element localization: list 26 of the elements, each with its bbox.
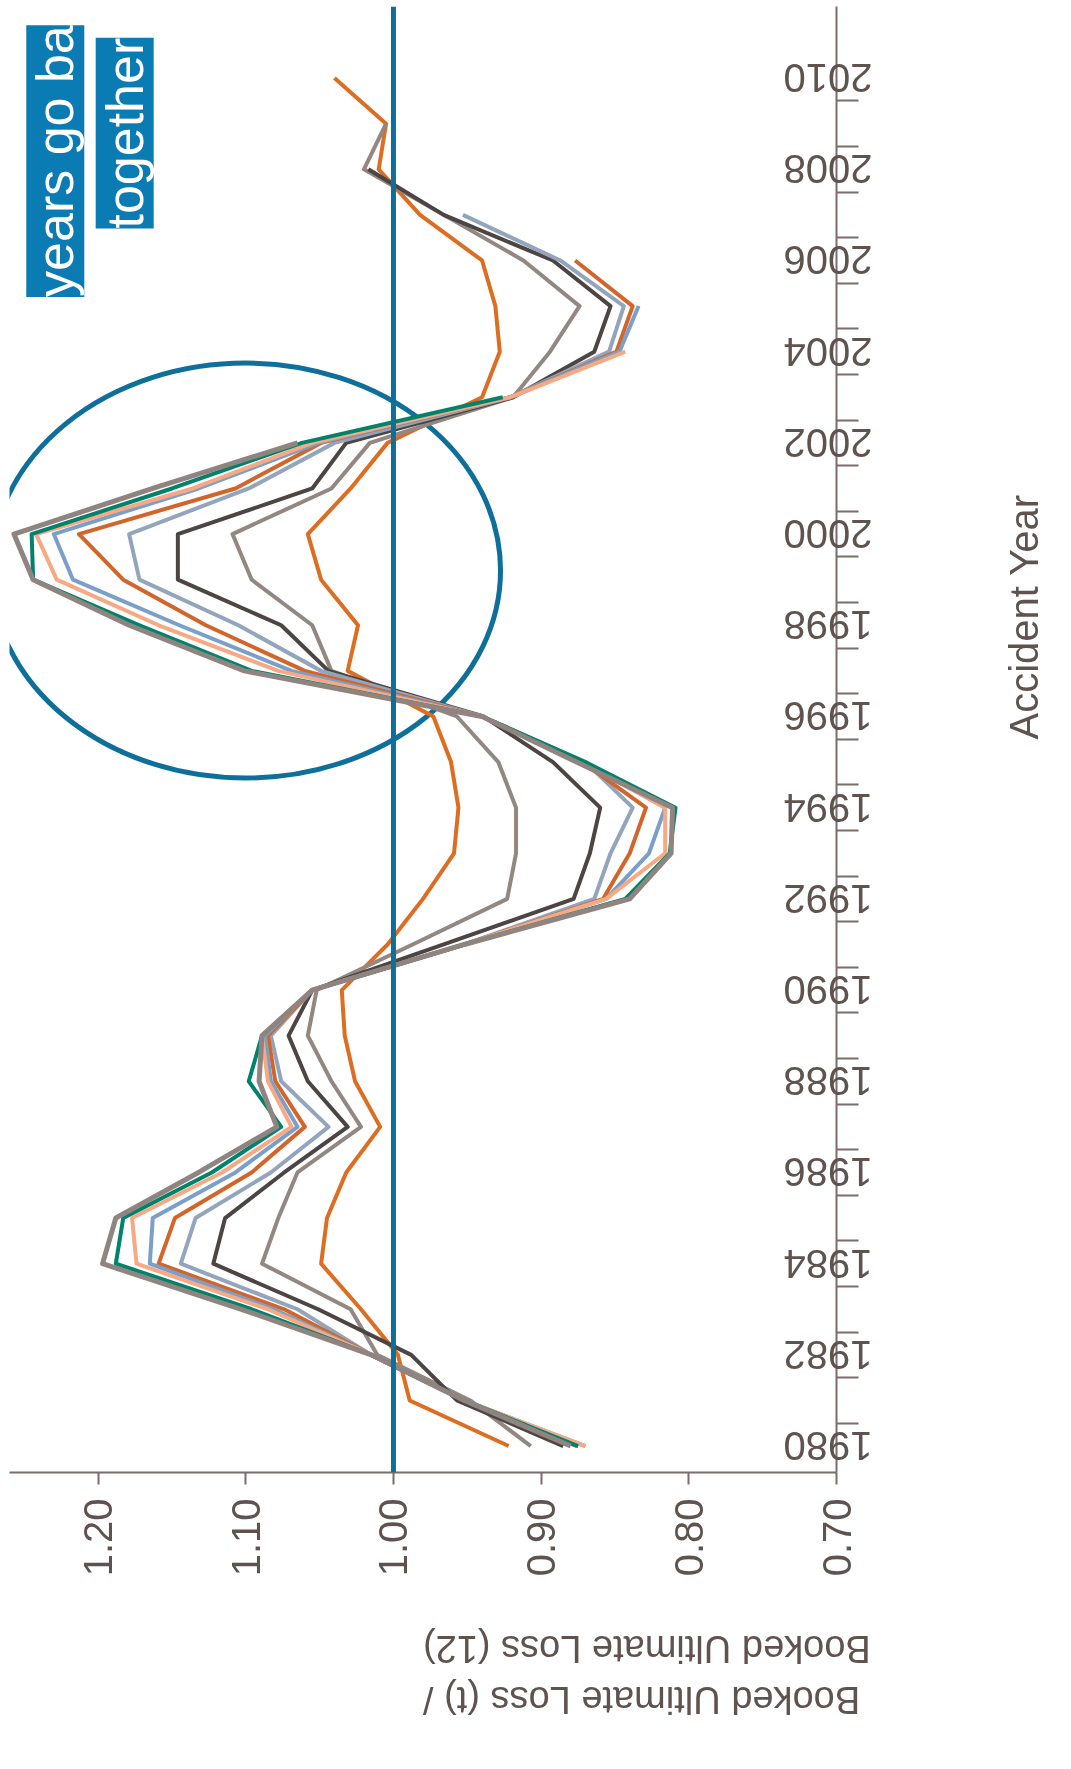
y-tick-label: 1996 xyxy=(783,694,873,739)
y-tick-label: 1980 xyxy=(783,1424,873,1469)
y-tick-label: 1984 xyxy=(783,1241,873,1286)
y-tick-label: 1988 xyxy=(783,1059,873,1104)
y-tick-label: 1982 xyxy=(783,1332,873,1377)
y-tick-label: 1994 xyxy=(783,785,873,830)
x-tick-label: 0.90 xyxy=(519,1498,564,1577)
x-tick-label: 1.10 xyxy=(223,1498,268,1577)
y-tick-label: 1986 xyxy=(783,1150,873,1195)
x-axis-title: Booked Ultimate Loss (t) / Booked Ultimate Loss (12) xyxy=(422,1628,871,1721)
x-tick-label: 0.80 xyxy=(666,1498,711,1577)
y-tick-label: 2008 xyxy=(783,147,873,192)
y-axis-title: Accident Year xyxy=(1002,494,1047,740)
y-tick-label: 1998 xyxy=(783,603,873,648)
y-tick-label: 2004 xyxy=(783,329,873,374)
y-tick-label: 1992 xyxy=(783,876,873,921)
y-tick-label: 2002 xyxy=(783,420,873,465)
annotation: years go ba xyxy=(26,25,85,297)
x-tick-label: 1.00 xyxy=(371,1498,416,1577)
x-tick-label: 1.20 xyxy=(76,1498,121,1577)
y-tick-label: 2000 xyxy=(783,512,873,557)
y-tick-label: 2010 xyxy=(783,56,873,101)
y-tick-label: 1990 xyxy=(783,968,873,1013)
y-tick-label: 2006 xyxy=(783,238,873,283)
annotation: together xyxy=(95,37,154,229)
x-tick-label: 0.70 xyxy=(814,1498,859,1577)
